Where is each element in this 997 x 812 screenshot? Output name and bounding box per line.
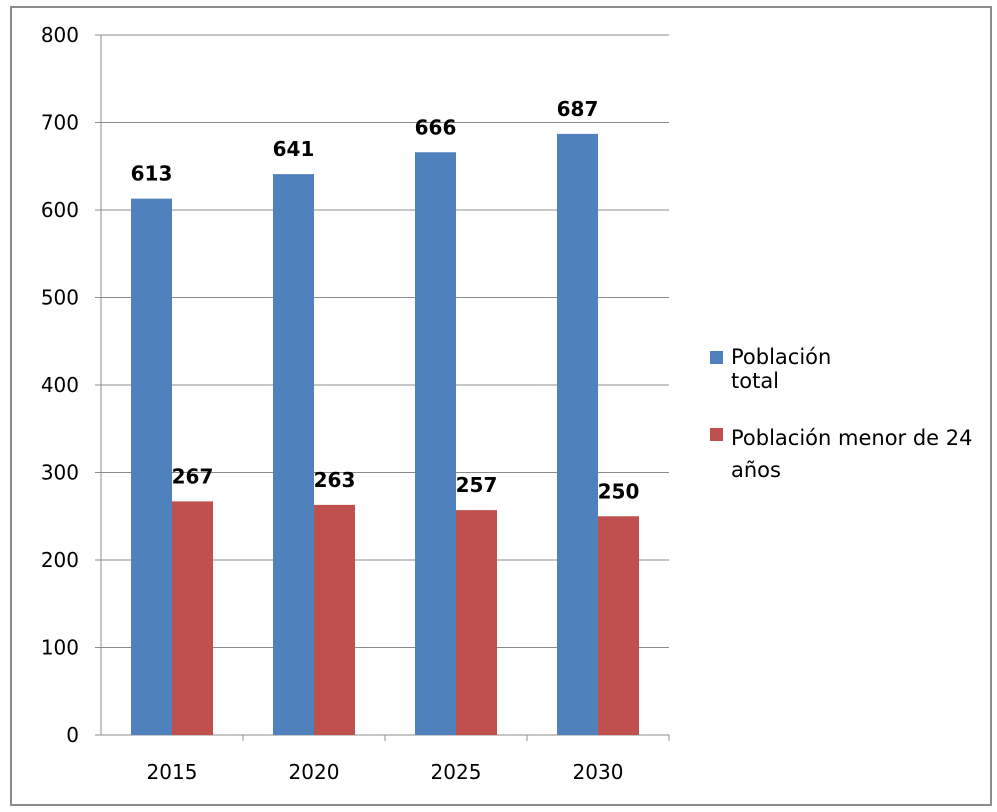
bar-menor-2015 <box>172 501 213 735</box>
x-tick-label-2025: 2025 <box>431 760 482 784</box>
legend-swatch-poblacion-menor <box>710 428 723 441</box>
data-label-total-2030: 687 <box>557 97 599 121</box>
bar-menor-2030 <box>598 516 639 735</box>
y-tick-label-600: 600 <box>41 198 79 222</box>
y-tick-label-0: 0 <box>66 723 79 747</box>
y-tick-label-500: 500 <box>41 286 79 310</box>
data-label-total-2020: 641 <box>273 137 315 161</box>
bar-menor-2020 <box>314 504 355 735</box>
data-label-menor-2025: 257 <box>456 473 498 497</box>
x-tick-label-2020: 2020 <box>289 760 340 784</box>
y-tick-label-400: 400 <box>41 373 79 397</box>
bar-total-2015 <box>131 198 172 735</box>
bar-menor-2025 <box>456 510 497 735</box>
bar-total-2030 <box>557 133 598 735</box>
data-label-total-2015: 613 <box>131 162 173 186</box>
y-tick-label-800: 800 <box>41 23 79 47</box>
x-tick-label-2015: 2015 <box>147 760 198 784</box>
y-tick-label-200: 200 <box>41 548 79 572</box>
y-tick-label-100: 100 <box>41 636 79 660</box>
legend-label-poblacion-menor: Población menor de 24 años <box>731 426 973 482</box>
data-label-menor-2030: 250 <box>598 479 640 503</box>
y-tick-label-300: 300 <box>41 461 79 485</box>
data-label-menor-2020: 263 <box>314 468 356 492</box>
legend-label-poblacion-total: Población total <box>731 345 832 393</box>
data-label-total-2025: 666 <box>415 115 457 139</box>
legend-item-poblacion-menor: Población menor de 24 años <box>710 422 990 486</box>
bar-total-2020 <box>273 174 314 735</box>
bar-total-2025 <box>415 152 456 735</box>
legend-item-poblacion-total: Población total <box>710 345 831 393</box>
x-tick-label-2030: 2030 <box>573 760 624 784</box>
y-tick-label-700: 700 <box>41 111 79 135</box>
data-label-menor-2015: 267 <box>172 464 214 488</box>
legend-swatch-poblacion-total <box>710 351 723 364</box>
